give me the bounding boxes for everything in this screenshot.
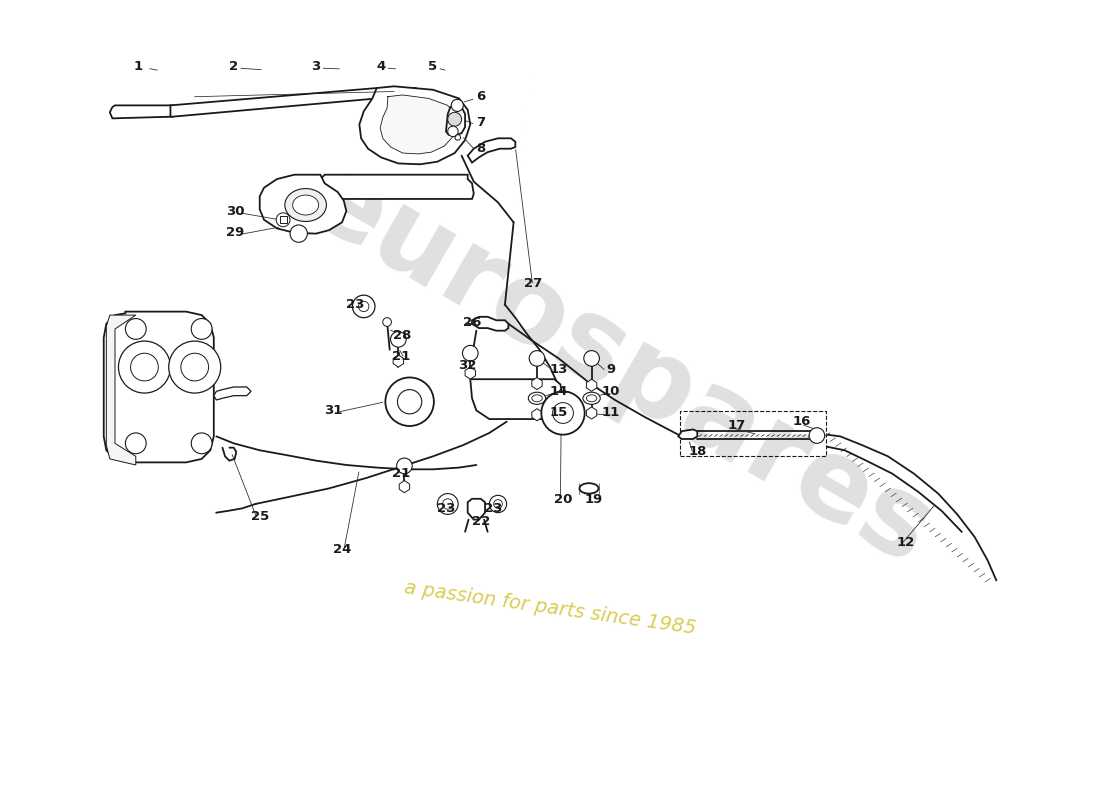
Circle shape: [494, 500, 503, 508]
Polygon shape: [472, 317, 508, 330]
Text: 18: 18: [689, 446, 706, 458]
Polygon shape: [107, 315, 135, 465]
Text: 32: 32: [459, 359, 477, 372]
Bar: [279, 216, 287, 223]
Text: 25: 25: [251, 510, 268, 523]
Text: 2: 2: [229, 60, 239, 73]
Circle shape: [541, 391, 585, 434]
Polygon shape: [679, 430, 697, 439]
Polygon shape: [110, 106, 176, 118]
Circle shape: [451, 99, 463, 111]
Text: eurospares: eurospares: [288, 143, 950, 587]
Text: 26: 26: [463, 315, 481, 329]
Text: 31: 31: [324, 404, 342, 417]
Circle shape: [462, 346, 478, 361]
Text: 21: 21: [392, 350, 410, 363]
Polygon shape: [213, 387, 251, 400]
Text: 23: 23: [345, 298, 364, 311]
Ellipse shape: [528, 392, 546, 404]
Circle shape: [168, 341, 221, 393]
Circle shape: [397, 390, 421, 414]
Circle shape: [125, 318, 146, 339]
Text: 6: 6: [476, 90, 485, 103]
Polygon shape: [318, 174, 474, 199]
Ellipse shape: [583, 392, 601, 404]
Circle shape: [290, 225, 307, 242]
Polygon shape: [468, 498, 485, 519]
Text: 10: 10: [602, 385, 619, 398]
Polygon shape: [531, 409, 542, 421]
Polygon shape: [471, 379, 563, 419]
Text: 30: 30: [227, 205, 244, 218]
Text: 22: 22: [472, 515, 490, 528]
Polygon shape: [468, 138, 515, 162]
Circle shape: [442, 498, 453, 509]
Circle shape: [352, 295, 375, 318]
Text: 15: 15: [550, 406, 568, 419]
Circle shape: [383, 318, 392, 326]
Text: 9: 9: [606, 363, 615, 376]
Circle shape: [385, 378, 433, 426]
Text: 14: 14: [550, 385, 568, 398]
Text: 21: 21: [392, 467, 410, 480]
Text: 20: 20: [553, 493, 572, 506]
Circle shape: [810, 428, 825, 443]
Circle shape: [359, 302, 369, 312]
Polygon shape: [586, 407, 597, 419]
Polygon shape: [454, 135, 461, 140]
Circle shape: [390, 331, 406, 347]
Text: 7: 7: [476, 116, 485, 130]
Polygon shape: [393, 355, 404, 367]
Ellipse shape: [586, 395, 597, 402]
Circle shape: [529, 350, 544, 366]
Circle shape: [276, 213, 290, 226]
Text: 23: 23: [484, 502, 503, 515]
Ellipse shape: [580, 483, 598, 494]
Ellipse shape: [293, 195, 319, 215]
Text: 17: 17: [727, 419, 746, 433]
Circle shape: [180, 354, 209, 381]
Polygon shape: [170, 88, 418, 117]
Text: 29: 29: [227, 226, 244, 239]
Polygon shape: [586, 379, 597, 391]
Circle shape: [125, 433, 146, 454]
Circle shape: [119, 341, 170, 393]
Polygon shape: [360, 86, 471, 164]
Text: 27: 27: [524, 277, 542, 290]
Text: 4: 4: [376, 60, 386, 73]
Text: 19: 19: [584, 493, 603, 506]
Circle shape: [584, 350, 600, 366]
Text: 11: 11: [602, 406, 619, 419]
Text: 23: 23: [437, 502, 455, 515]
Circle shape: [438, 494, 458, 514]
Text: 1: 1: [134, 60, 143, 73]
Text: 12: 12: [896, 537, 914, 550]
Text: 28: 28: [394, 329, 411, 342]
Text: a passion for parts since 1985: a passion for parts since 1985: [403, 578, 697, 638]
Ellipse shape: [285, 189, 327, 222]
Bar: [680, 411, 826, 456]
Circle shape: [131, 354, 158, 381]
Polygon shape: [381, 95, 458, 154]
Polygon shape: [465, 367, 475, 379]
Circle shape: [191, 318, 212, 339]
Ellipse shape: [531, 395, 542, 402]
Polygon shape: [531, 378, 542, 390]
Polygon shape: [446, 106, 465, 136]
Polygon shape: [399, 481, 409, 493]
Text: 16: 16: [792, 415, 811, 428]
Text: 8: 8: [476, 142, 485, 155]
Circle shape: [191, 433, 212, 454]
Circle shape: [448, 112, 462, 126]
Text: 5: 5: [429, 60, 438, 73]
Circle shape: [490, 495, 507, 513]
Circle shape: [397, 458, 412, 474]
Polygon shape: [260, 174, 346, 234]
Text: 13: 13: [550, 363, 568, 376]
Circle shape: [552, 402, 573, 423]
Text: 24: 24: [333, 542, 351, 555]
Text: 3: 3: [311, 60, 321, 73]
Circle shape: [448, 126, 458, 137]
Polygon shape: [103, 312, 213, 462]
